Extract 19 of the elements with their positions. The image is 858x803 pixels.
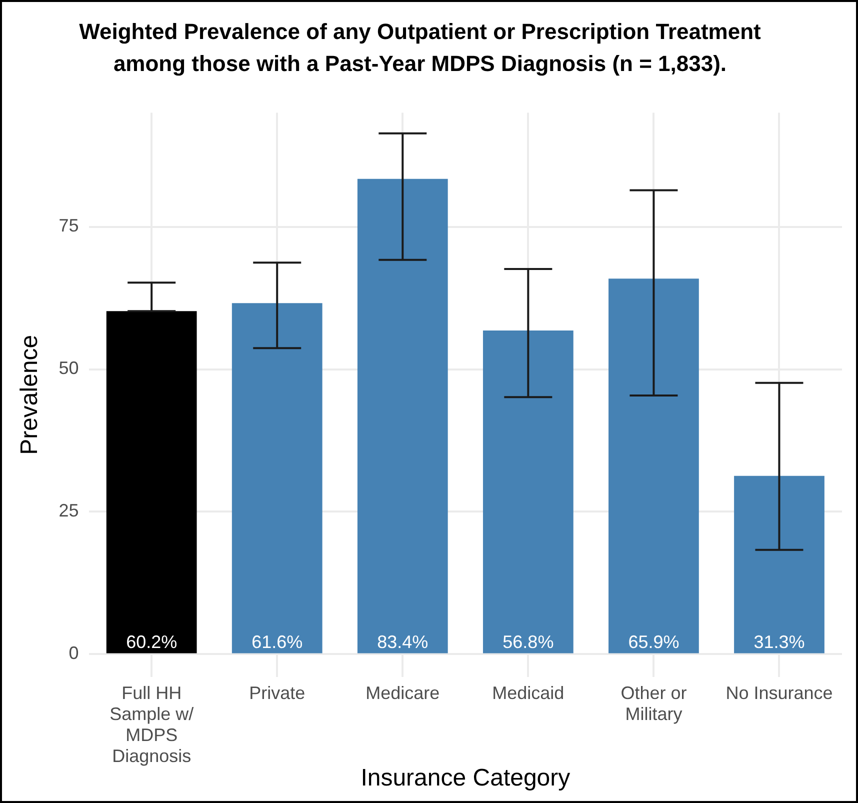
x-axis-title: Insurance Category [360,764,570,792]
data-label: 83.4% [377,632,428,652]
y-tick-label: 0 [68,643,79,664]
x-tick-label: Medicaid [492,682,564,703]
x-tick-label: Full HH Sample w/ MDPS Diagnosis [110,682,194,766]
y-axis-title: Prevalence [16,334,44,455]
data-label: 60.2% [126,632,178,652]
x-tick-label: No Insurance [726,682,833,703]
x-tick-label: Medicare [366,682,440,703]
x-tick-label: Private [249,682,306,703]
data-label: 61.6% [252,632,303,652]
y-tick-label: 50 [58,358,79,378]
chart-title: Weighted Prevalence of any Outpatient or Prescription Treatment among those with a Past-Year MDPS Diagnosis (n = 1,833). [78,18,762,78]
data-label: 56.8% [502,632,554,652]
data-label: 31.3% [754,632,805,652]
data-label: 65.9% [628,632,680,652]
x-tick-label: Other or Military [620,682,687,724]
y-tick-label: 25 [58,500,79,521]
y-tick-label: 75 [58,216,79,236]
